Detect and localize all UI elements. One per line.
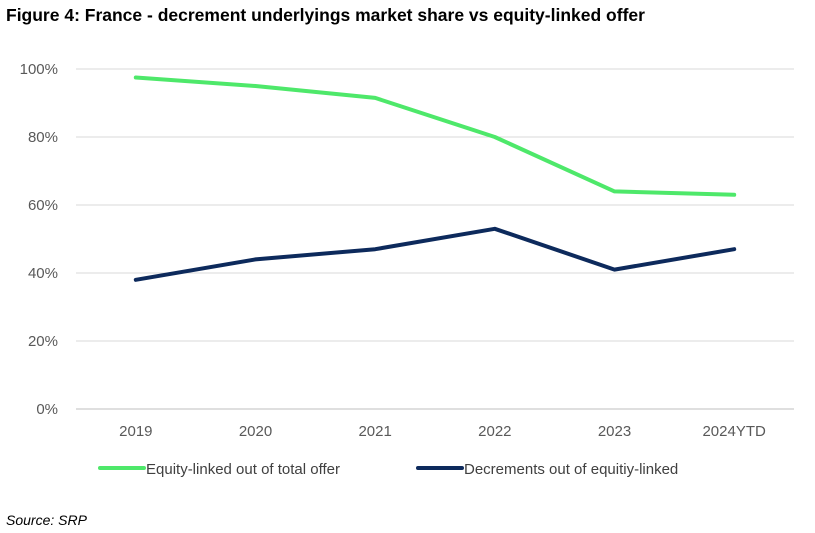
chart-title: Figure 4: France - decrement underlyings… — [6, 5, 645, 25]
x-tick-label: 2021 — [358, 423, 391, 440]
x-tick-label: 2022 — [478, 423, 511, 440]
y-tick-label: 100% — [20, 61, 58, 78]
x-tick-label: 2019 — [119, 423, 152, 440]
y-tick-label: 20% — [28, 333, 58, 350]
y-tick-label: 40% — [28, 265, 58, 282]
series-lines — [133, 75, 737, 282]
y-tick-label: 80% — [28, 129, 58, 146]
legend: Equity-linked out of total offer Decremen… — [98, 461, 678, 478]
x-tick-label: 2023 — [598, 423, 631, 440]
series-line-2 — [133, 226, 737, 282]
source-note: Source: SRP — [6, 512, 87, 528]
legend-label-2: Decrements out of equitiy-linked — [464, 461, 678, 478]
series-line-1 — [133, 75, 737, 197]
x-axis-ticks: 2019 2020 2021 2022 2023 2024YTD — [119, 423, 766, 440]
x-tick-label: 2024YTD — [702, 423, 766, 440]
y-tick-label: 60% — [28, 197, 58, 214]
grid-lines — [76, 68, 794, 410]
x-tick-label: 2020 — [239, 423, 272, 440]
y-axis-ticks: 0% 20% 40% 60% 80% 100% — [20, 61, 58, 418]
y-tick-label: 0% — [36, 401, 58, 418]
legend-label-1: Equity-linked out of total offer — [146, 461, 340, 478]
